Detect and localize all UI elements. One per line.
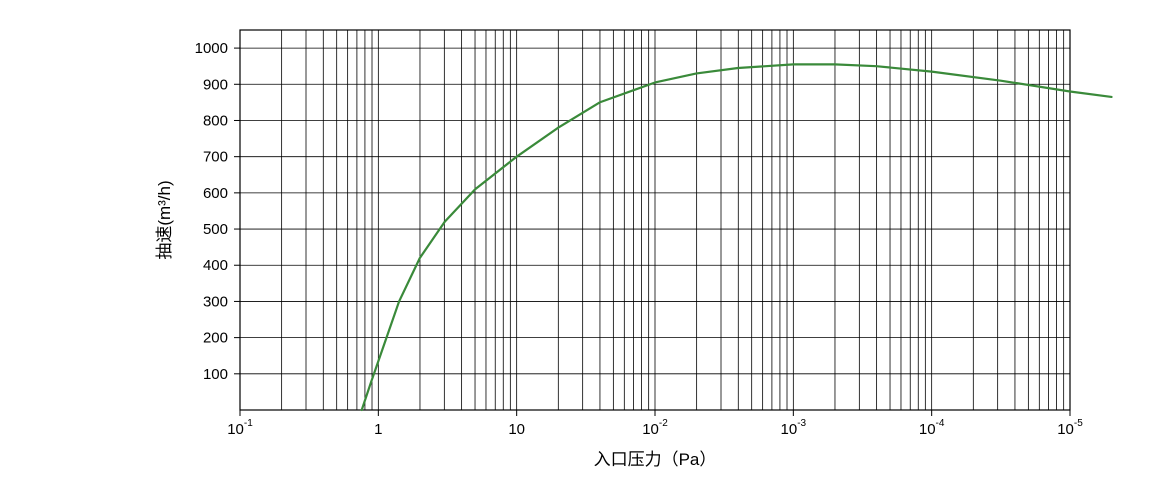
y-tick-label: 700 [203, 149, 228, 166]
y-tick-label: 1000 [195, 40, 228, 57]
chart-svg: 100200300400500600700800900100010-111010… [0, 0, 1160, 500]
x-axis-label: 入口压力（Pa） [594, 450, 717, 469]
y-tick-label: 200 [203, 330, 228, 347]
y-tick-label: 500 [203, 221, 228, 238]
chart-container: 100200300400500600700800900100010-111010… [0, 0, 1160, 500]
y-tick-label: 600 [203, 185, 228, 202]
y-tick-label: 800 [203, 112, 228, 129]
y-axis-label: 抽速(m³/h) [155, 180, 174, 259]
y-tick-label: 400 [203, 257, 228, 274]
y-tick-label: 100 [203, 366, 228, 383]
y-tick-label: 900 [203, 76, 228, 93]
y-tick-label: 300 [203, 293, 228, 310]
x-tick-label: 1 [374, 421, 382, 438]
x-tick-label: 10 [508, 421, 525, 438]
